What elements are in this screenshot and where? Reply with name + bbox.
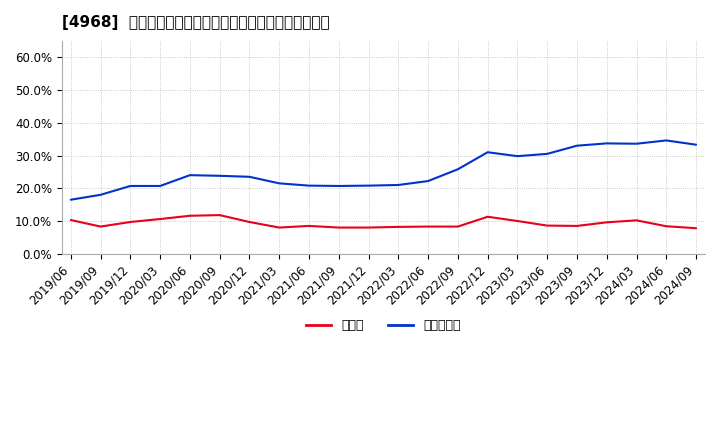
Text: [4968]  現預金、有利子負債の総資産に対する比率の推移: [4968] 現預金、有利子負債の総資産に対する比率の推移 <box>62 15 330 30</box>
Legend: 現預金, 有利子負債: 現預金, 有利子負債 <box>301 314 466 337</box>
